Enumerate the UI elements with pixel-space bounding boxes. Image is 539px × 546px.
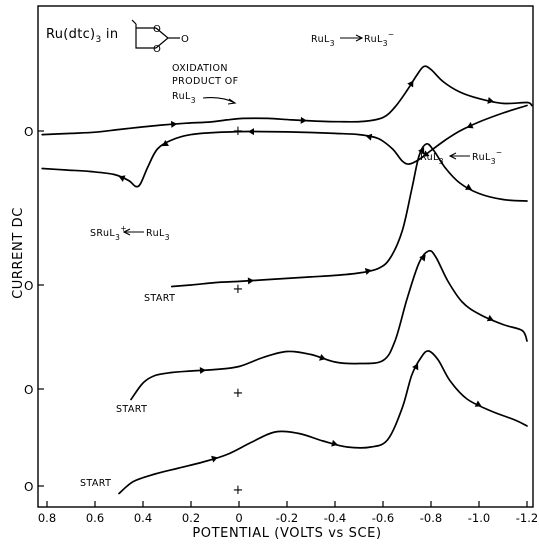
svg-text:RuL3: RuL3	[146, 228, 170, 242]
svg-text:SRuL3+: SRuL3+	[90, 224, 127, 242]
trace-2	[170, 142, 528, 288]
trace-4-forward-arrow-2	[412, 363, 419, 371]
zero-label-3: O	[24, 383, 33, 397]
zero-label-2: O	[24, 279, 33, 293]
trace-1-reverse-arrow-5	[118, 175, 126, 182]
trace-1-reverse-arrow-3	[248, 128, 254, 136]
trace-3-forward-arrow-0	[199, 366, 206, 374]
trace-4-forward-arrow-1	[331, 439, 338, 447]
annotation-oxidation-product: OXIDATION PRODUCT OF RuL3	[172, 63, 238, 105]
svg-text:RuL3−: RuL3−	[364, 30, 395, 48]
annotation-reduction: RuL3 RuL3−	[311, 30, 395, 48]
zero-potential-marker-1: +	[233, 124, 244, 139]
propylene-carbonate-structure	[131, 19, 180, 49]
x-tick-label-10: -1.2	[516, 511, 538, 525]
trace-1-reverse-arrow-2	[365, 133, 373, 141]
zero-label-1: O	[24, 125, 33, 139]
trace-2-forward-arrow-1	[364, 268, 372, 275]
svg-text:RuL3−: RuL3−	[472, 148, 503, 166]
x-tick-label-8: -0.8	[420, 511, 442, 525]
trace-1-forward-arrow-3	[487, 96, 494, 104]
x-tick-label-5: -0.2	[276, 511, 298, 525]
structure-o3: O	[181, 34, 189, 45]
zero-label-4: O	[24, 480, 33, 494]
trace-1-reverse-arrow-4	[162, 139, 169, 147]
trace-1-reverse-line	[41, 104, 528, 188]
trace-2-forward-line	[170, 142, 528, 288]
zero-potential-marker-4: +	[233, 483, 244, 498]
start-label-2: START	[144, 293, 175, 304]
x-tick-label-4: 0	[235, 511, 242, 525]
structure-o1: O	[153, 24, 161, 35]
trace-3-forward-arrow-2	[419, 254, 426, 262]
zero-potential-marker-3: +	[233, 386, 244, 401]
x-tick-label-6: -0.4	[324, 511, 346, 525]
x-axis-ticks: 0.8 0.6 0.4 0.2 0 -0.2 -0.4 -0.6 -0.8 -1.0 -1.2	[38, 501, 538, 525]
y-axis-title: CURRENT DC	[11, 207, 26, 299]
trace-2-forward-arrow-3	[465, 183, 473, 190]
svg-text:RuL3: RuL3	[311, 34, 335, 48]
plot-frame	[37, 5, 534, 508]
trace-2-forward-arrow-0	[247, 277, 254, 285]
annotation-oxidation: SRuL3+ RuL3	[90, 224, 170, 242]
x-axis-title: POTENTIAL (VOLTS vs SCE)	[192, 526, 381, 541]
trace-3	[130, 249, 528, 401]
trace-1-forward-arrow-0	[170, 120, 178, 128]
zero-potential-marker-2: +	[233, 282, 244, 297]
svg-text:PRODUCT OF: PRODUCT OF	[172, 76, 238, 87]
x-tick-label-7: -0.6	[372, 511, 394, 525]
trace-3-forward-line	[130, 249, 528, 401]
trace-1-forward-arrow-1	[300, 116, 307, 124]
x-tick-label-3: 0.2	[182, 511, 200, 525]
zero-markers: O + O + START O + START O + START	[24, 124, 243, 498]
annotation-reoxidation: RuL3 RuL3−	[420, 148, 503, 166]
trace-3-forward-arrow-1	[319, 354, 326, 361]
trace-4	[118, 350, 528, 495]
chart-title: Ru(dtc)3 in	[46, 27, 118, 45]
trace-1-reverse-arrow-0	[466, 122, 474, 129]
trace-2-forward-arrow-2	[418, 147, 425, 155]
trace-1-forward-line	[41, 65, 533, 136]
trace-4-forward-arrow-0	[211, 455, 218, 463]
trace-1-reverse-arrow-1	[422, 150, 430, 157]
x-tick-label-9: -1.0	[468, 511, 490, 525]
trace-3-forward-arrow-3	[486, 314, 494, 322]
svg-text:OXIDATION: OXIDATION	[172, 63, 228, 74]
x-tick-label-2: 0.4	[134, 511, 152, 525]
start-label-4: START	[80, 478, 111, 489]
trace-1-forward-arrow-2	[407, 80, 414, 88]
trace-4-forward-arrow-3	[474, 400, 482, 407]
x-tick-label-0: 0.8	[38, 511, 56, 525]
trace-4-forward-line	[118, 350, 528, 495]
traces	[41, 65, 533, 495]
structure-o2: O	[153, 44, 161, 55]
x-tick-label-1: 0.6	[86, 511, 104, 525]
start-label-3: START	[116, 404, 147, 415]
trace-1	[41, 65, 533, 188]
svg-text:RuL3: RuL3	[172, 91, 196, 105]
